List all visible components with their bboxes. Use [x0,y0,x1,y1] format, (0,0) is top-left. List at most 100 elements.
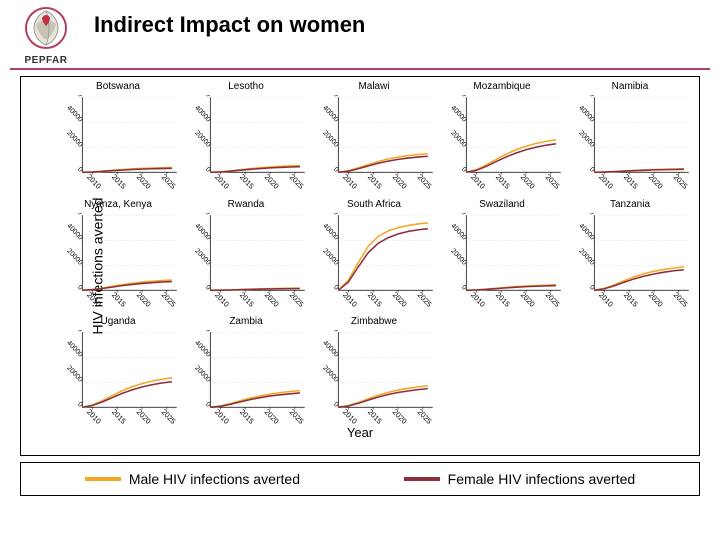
svg-text:60000: 60000 [577,213,595,217]
svg-text:2025: 2025 [544,290,562,309]
panel: Mozambique020000400006000020102015202020… [439,81,565,197]
svg-text:40000: 40000 [193,340,211,359]
svg-text:60000: 60000 [193,95,211,99]
legend-item-female: Female HIV infections averted [404,471,636,487]
svg-text:40000: 40000 [449,105,467,124]
panel-title: Zimbabwe [311,316,437,330]
panel-title: Uganda [55,316,181,330]
panel-title: Mozambique [439,81,565,95]
panel-plot: 02000040000600002010201520202025 [183,330,309,432]
svg-text:60000: 60000 [577,95,595,99]
svg-text:2020: 2020 [391,290,409,309]
panel-plot: 02000040000600002010201520202025 [439,95,565,197]
svg-text:2015: 2015 [110,407,128,426]
svg-text:2015: 2015 [110,172,128,191]
svg-text:2025: 2025 [416,407,434,426]
page-title: Indirect Impact on women [82,6,365,38]
svg-text:2025: 2025 [544,172,562,191]
panel: Zambia02000040000600002010201520202025 [183,316,309,432]
svg-text:2025: 2025 [160,172,178,191]
svg-text:20000: 20000 [193,247,211,266]
panel-plot: 02000040000600002010201520202025 [183,213,309,315]
svg-text:2010: 2010 [341,172,359,191]
legend-swatch-female [404,477,440,481]
logo-area: PEPFAR [10,6,82,66]
svg-text:2015: 2015 [238,407,256,426]
svg-text:40000: 40000 [193,105,211,124]
svg-text:20000: 20000 [449,130,467,149]
panel-plot: 02000040000600002010201520202025 [55,95,181,197]
svg-text:2025: 2025 [160,407,178,426]
panel: Swaziland0200004000060000201020152020202… [439,199,565,315]
legend-swatch-male [85,477,121,481]
svg-text:20000: 20000 [321,247,339,266]
svg-text:2015: 2015 [622,290,640,309]
panel-plot: 02000040000600002010201520202025 [311,213,437,315]
svg-text:40000: 40000 [65,340,83,359]
panel-plot: 02000040000600002010201520202025 [567,213,693,315]
svg-text:2020: 2020 [391,407,409,426]
svg-text:20000: 20000 [65,247,83,266]
panel: Malawi02000040000600002010201520202025 [311,81,437,197]
svg-text:20000: 20000 [193,130,211,149]
panel-title: Botswana [55,81,181,95]
divider [10,68,710,70]
panel: South Africa0200004000060000201020152020… [311,199,437,315]
svg-text:2020: 2020 [263,172,281,191]
svg-text:2020: 2020 [519,172,537,191]
svg-text:2020: 2020 [391,172,409,191]
svg-text:2010: 2010 [85,172,103,191]
svg-text:2010: 2010 [341,407,359,426]
svg-text:2010: 2010 [597,172,615,191]
svg-text:20000: 20000 [193,365,211,384]
svg-text:40000: 40000 [321,340,339,359]
svg-text:2010: 2010 [213,172,231,191]
svg-text:20000: 20000 [65,130,83,149]
panel: Rwanda02000040000600002010201520202025 [183,199,309,315]
panel-title: Namibia [567,81,693,95]
svg-text:2025: 2025 [416,290,434,309]
svg-text:20000: 20000 [65,365,83,384]
svg-text:2025: 2025 [160,290,178,309]
svg-text:20000: 20000 [449,247,467,266]
svg-text:2015: 2015 [238,172,256,191]
svg-text:20000: 20000 [577,247,595,266]
panel: Botswana02000040000600002010201520202025 [55,81,181,197]
svg-text:2025: 2025 [416,172,434,191]
slide: PEPFAR Indirect Impact on women HIV infe… [0,0,720,540]
svg-text:60000: 60000 [65,95,83,99]
svg-text:20000: 20000 [577,130,595,149]
panel-plot: 02000040000600002010201520202025 [55,330,181,432]
svg-text:40000: 40000 [577,222,595,241]
panel-title: Swaziland [439,199,565,213]
panel-plot: 02000040000600002010201520202025 [311,330,437,432]
svg-text:2015: 2015 [494,172,512,191]
panel-plot: 02000040000600002010201520202025 [55,213,181,315]
svg-text:40000: 40000 [65,105,83,124]
svg-text:2015: 2015 [238,290,256,309]
panel-grid: Botswana02000040000600002010201520202025… [21,77,699,425]
svg-text:60000: 60000 [449,213,467,217]
header: PEPFAR Indirect Impact on women [0,0,720,66]
panel: Nyanza, Kenya020000400006000020102015202… [55,199,181,315]
legend-label-female: Female HIV infections averted [448,471,636,487]
svg-text:60000: 60000 [321,213,339,217]
panel: Tanzania02000040000600002010201520202025 [567,199,693,315]
chart-frame: HIV infections averted Botswana020000400… [20,76,700,456]
panel-title: Rwanda [183,199,309,213]
svg-text:2010: 2010 [469,172,487,191]
svg-text:40000: 40000 [193,222,211,241]
panel-plot: 02000040000600002010201520202025 [183,95,309,197]
panel-plot: 02000040000600002010201520202025 [439,213,565,315]
panel: Namibia02000040000600002010201520202025 [567,81,693,197]
panel-title: Nyanza, Kenya [55,199,181,213]
svg-text:2015: 2015 [110,290,128,309]
svg-text:2020: 2020 [263,290,281,309]
svg-text:2010: 2010 [597,290,615,309]
svg-text:40000: 40000 [449,222,467,241]
svg-text:2010: 2010 [341,290,359,309]
svg-text:40000: 40000 [321,222,339,241]
svg-text:20000: 20000 [321,130,339,149]
legend-label-male: Male HIV infections averted [129,471,300,487]
svg-text:2020: 2020 [135,290,153,309]
